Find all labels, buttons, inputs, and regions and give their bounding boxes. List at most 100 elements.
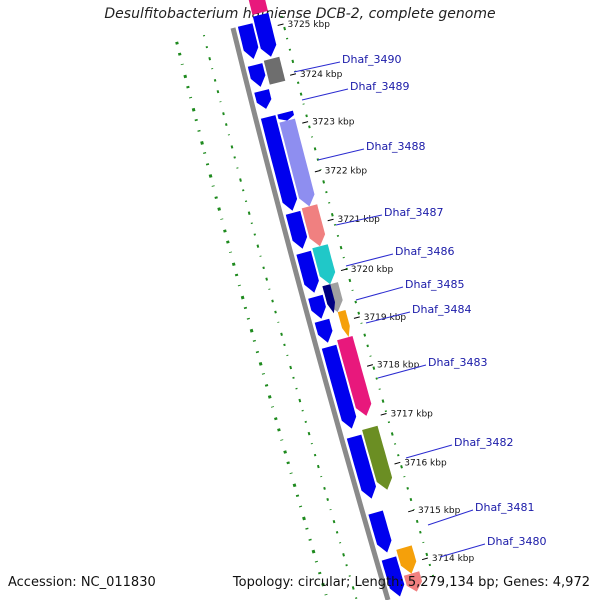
gene-label[interactable]: Dhaf_3487 <box>384 206 444 219</box>
gc-dot <box>200 140 204 145</box>
tick-label: 3722 kbp <box>325 166 368 176</box>
forward-gene <box>403 571 423 592</box>
gc-dot <box>415 519 419 523</box>
tick-mark <box>302 121 309 124</box>
reverse-gene <box>260 115 298 211</box>
reverse-gene <box>285 210 308 249</box>
forward-gene <box>322 284 335 314</box>
reverse-gene <box>321 344 357 429</box>
gc-dot <box>375 377 378 380</box>
gc-dot <box>299 92 303 96</box>
gc-dot <box>342 553 345 557</box>
gc-dot <box>267 395 272 399</box>
gc-dot <box>332 519 336 524</box>
gc-dot <box>425 552 429 557</box>
reverse-gene <box>247 63 266 87</box>
gc-dot <box>175 41 179 45</box>
gc-dot <box>409 497 413 502</box>
gc-dot <box>308 125 311 129</box>
tick-mark <box>380 413 387 416</box>
gc-dot <box>302 516 306 521</box>
gc-dot <box>223 229 227 233</box>
gc-dot <box>258 361 263 366</box>
gc-dot <box>256 244 260 248</box>
tick-mark <box>314 169 321 173</box>
gc-dot <box>348 278 352 283</box>
label-leader-line <box>439 543 486 558</box>
tick-mark <box>289 73 297 76</box>
gc-dot <box>326 497 329 501</box>
gc-dot <box>274 310 277 314</box>
gc-dot <box>316 158 320 161</box>
tick-mark <box>340 268 347 272</box>
forward-gene <box>248 0 268 15</box>
gene-label[interactable]: Dhaf_3490 <box>342 53 402 66</box>
tick-label: 3715 kbp <box>418 506 461 516</box>
gc-dot <box>217 207 221 211</box>
forward-gene <box>252 12 277 57</box>
tick-label: 3717 kbp <box>390 409 433 419</box>
reverse-gene <box>254 89 272 109</box>
gc-dot <box>247 211 251 215</box>
gene-label[interactable]: Dhaf_3481 <box>475 501 535 514</box>
gc-dot <box>231 262 236 267</box>
gc-dot <box>186 85 190 89</box>
label-leader-line <box>365 311 411 324</box>
gc-dot <box>351 586 355 590</box>
reverse-gene <box>346 434 376 499</box>
tick-label: 3724 kbp <box>300 70 343 80</box>
tick-label: 3725 kbp <box>288 20 331 30</box>
gc-dot <box>214 196 218 200</box>
gene-label[interactable]: Dhaf_3482 <box>454 436 514 449</box>
gc-dot <box>208 56 212 61</box>
label-leader-line <box>293 61 341 73</box>
forward-gene <box>277 110 294 121</box>
gc-dot <box>335 531 339 534</box>
gc-dot <box>400 465 403 469</box>
tick-label: 3723 kbp <box>312 118 355 128</box>
gc-dot <box>222 112 225 116</box>
gene-labels: Dhaf_3490 Dhaf_3489 Dhaf_3488 Dhaf_3487 Dhaf… <box>293 53 547 558</box>
gc-dot <box>283 343 286 347</box>
forward-gene <box>312 244 336 285</box>
gc-dot <box>372 366 376 370</box>
gene-label[interactable]: Dhaf_3488 <box>366 140 426 153</box>
gc-dot <box>286 461 290 465</box>
tick-mark <box>277 23 284 26</box>
gene-label[interactable]: Dhaf_3489 <box>350 80 410 93</box>
gc-dot <box>354 300 357 304</box>
gc-dot <box>381 399 385 403</box>
gc-dot <box>262 266 265 270</box>
gc-dot <box>322 180 326 184</box>
map-title: Desulfitobacterium hafniense DCB-2, comp… <box>104 6 496 22</box>
gene-label[interactable]: Dhaf_3480 <box>487 535 547 548</box>
label-leader-line <box>427 509 474 526</box>
label-leader-line <box>345 253 394 267</box>
gene-label[interactable]: Dhaf_3483 <box>428 356 488 369</box>
reverse-gene <box>237 23 259 59</box>
gc-dot <box>339 245 343 250</box>
gc-dot <box>363 333 367 337</box>
gc-dot <box>397 454 400 457</box>
label-leader-line <box>377 364 427 379</box>
gc-dot <box>313 453 317 457</box>
gc-dot <box>265 277 269 281</box>
reverse-gene <box>381 556 405 597</box>
forward-gene <box>337 310 350 337</box>
tick-mark <box>408 509 415 513</box>
gc-dot <box>296 81 300 84</box>
forward-gene <box>396 545 417 574</box>
reverse-gene <box>314 318 333 343</box>
gene-label[interactable]: Dhaf_3486 <box>395 245 455 258</box>
gene-label[interactable]: Dhaf_3485 <box>405 278 465 291</box>
gene-label[interactable]: Dhaf_3484 <box>412 303 472 316</box>
tick-label: 3714 kbp <box>432 554 475 564</box>
reverse-strand-track <box>237 23 405 597</box>
tick-label: 3718 kbp <box>377 361 420 371</box>
reverse-gene <box>308 294 326 319</box>
gc-dot <box>305 114 308 118</box>
genome-summary-text: Topology: circular; Length: 5,279,134 bp… <box>232 575 590 590</box>
label-leader-line <box>335 214 383 226</box>
gc-dot <box>230 145 234 149</box>
